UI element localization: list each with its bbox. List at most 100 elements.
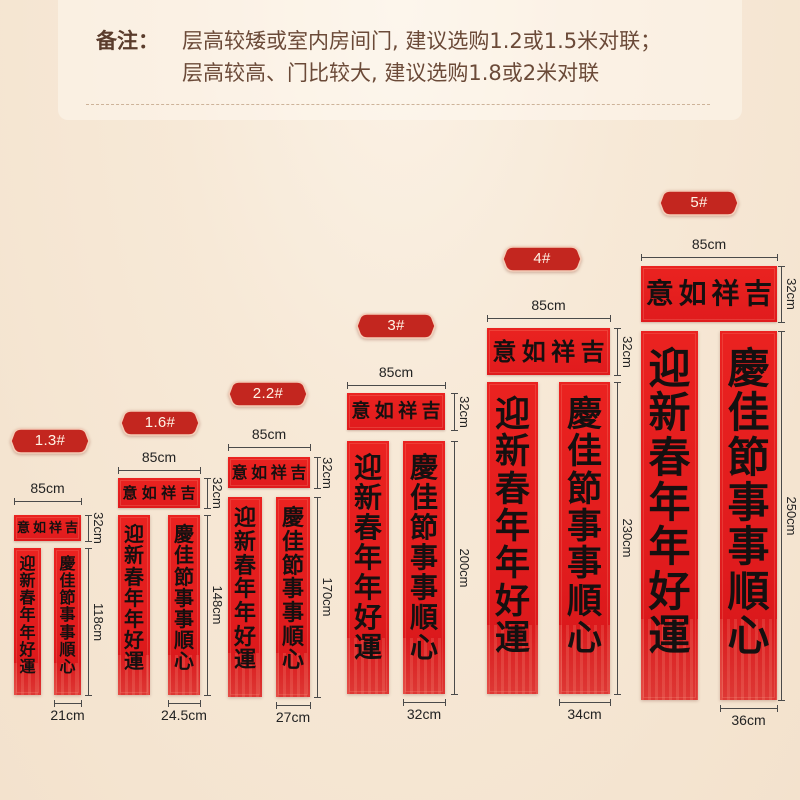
calligraphy-character: 祥 [551, 336, 576, 366]
left-scroll: 迎新春年年好運 [228, 497, 262, 697]
calligraphy-character: 佳 [409, 480, 438, 514]
calligraphy-character: 年 [233, 600, 256, 627]
calligraphy-character: 運 [19, 656, 36, 676]
calligraphy-character: 順 [727, 566, 770, 616]
size-badge-label: 3# [387, 317, 405, 334]
calligraphy-character: 春 [353, 510, 382, 544]
calligraphy-character: 春 [648, 433, 691, 483]
calligraphy-character: 年 [494, 506, 530, 547]
calligraphy-character: 年 [233, 576, 256, 603]
width-label: 85cm [141, 449, 177, 465]
calligraphy-character: 節 [727, 433, 770, 483]
calligraphy-character: 年 [648, 477, 691, 527]
calligraphy-character: 祥 [711, 277, 740, 310]
calligraphy-character: 好 [494, 580, 530, 622]
calligraphy-character: 新 [494, 431, 530, 473]
calligraphy-character: 運 [494, 617, 530, 659]
calligraphy-character: 事 [174, 585, 194, 610]
scroll-height-label: 118cm [91, 602, 106, 641]
calligraphy-character: 迎 [648, 343, 691, 393]
scroll-width-dimension-line [559, 699, 611, 706]
scroll-height-label: 250cm [784, 495, 799, 536]
calligraphy-character: 好 [648, 566, 691, 616]
badge-shape [228, 381, 308, 407]
calligraphy-character: 順 [566, 580, 602, 622]
note-label: 备注： [96, 29, 159, 53]
banner-height-dimension-line [314, 457, 321, 489]
banner-height-label: 32cm [620, 335, 635, 368]
banner-height-dimension-line [85, 515, 92, 542]
calligraphy-character: 迎 [494, 394, 530, 436]
badge-shape [356, 313, 436, 339]
size-badge-label: 5# [690, 194, 708, 211]
left-scroll: 迎新春年年好運 [347, 441, 389, 694]
left-scroll: 迎新春年年好運 [14, 548, 41, 695]
calligraphy-character: 佳 [281, 528, 304, 555]
size-badge: 4# [502, 245, 582, 273]
size-badge: 3# [356, 312, 436, 340]
horizontal-banner: 意如祥吉 [14, 515, 81, 541]
calligraphy-character: 慶 [727, 343, 770, 393]
calligraphy-character: 祥 [161, 483, 177, 502]
calligraphy-character: 年 [19, 622, 36, 642]
calligraphy-character: 事 [281, 576, 304, 603]
size-badge: 1.3# [10, 427, 90, 455]
calligraphy-character: 春 [233, 552, 256, 579]
calligraphy-character: 吉 [744, 277, 773, 310]
calligraphy-character: 如 [141, 483, 157, 502]
calligraphy-character: 年 [124, 606, 144, 631]
calligraphy-character: 事 [566, 506, 602, 547]
calligraphy-character: 如 [374, 400, 394, 422]
scroll-height-dimension-line [85, 548, 92, 696]
scroll-width-dimension-line [276, 702, 311, 709]
calligraphy-character: 事 [59, 605, 76, 625]
calligraphy-character: 事 [174, 606, 194, 631]
calligraphy-character: 心 [409, 631, 438, 665]
width-dimension-line [228, 444, 311, 451]
calligraphy-character: 祥 [398, 400, 418, 422]
calligraphy-character: 如 [251, 462, 268, 482]
calligraphy-character: 佳 [59, 571, 76, 591]
left-scroll: 迎新春年年好運 [118, 515, 150, 695]
calligraphy-character: 心 [59, 656, 76, 676]
width-dimension-line [487, 315, 611, 322]
calligraphy-character: 新 [353, 480, 382, 514]
banner-height-dimension-line [778, 266, 785, 323]
calligraphy-character: 意 [351, 400, 371, 422]
banner-height-label: 32cm [457, 395, 472, 428]
calligraphy-character: 節 [59, 588, 76, 608]
calligraphy-character: 年 [19, 605, 36, 625]
banner-height-label: 32cm [784, 278, 799, 310]
calligraphy-character: 年 [353, 571, 382, 605]
horizontal-banner: 意如祥吉 [228, 457, 310, 488]
scroll-height-label: 200cm [457, 547, 472, 588]
calligraphy-character: 如 [521, 336, 546, 366]
calligraphy-character: 事 [566, 543, 602, 585]
calligraphy-character: 意 [122, 483, 138, 502]
banner-height-dimension-line [614, 328, 621, 376]
calligraphy-character: 新 [124, 543, 144, 568]
badge-shape [659, 190, 739, 216]
calligraphy-character: 慶 [409, 450, 438, 484]
width-label: 85cm [378, 364, 414, 380]
calligraphy-character: 運 [233, 647, 256, 674]
width-label: 85cm [691, 236, 727, 252]
width-label: 85cm [531, 297, 566, 313]
scroll-height-label: 170cm [320, 577, 335, 617]
width-dimension-line [347, 382, 446, 389]
calligraphy-character: 順 [281, 623, 304, 650]
scroll-width-dimension-line [403, 699, 446, 706]
calligraphy-character: 如 [678, 277, 707, 310]
width-label: 85cm [30, 480, 65, 496]
calligraphy-character: 事 [727, 477, 770, 527]
calligraphy-character: 心 [174, 649, 194, 674]
calligraphy-character: 祥 [270, 462, 287, 482]
calligraphy-character: 節 [174, 564, 194, 589]
horizontal-banner: 意如祥吉 [641, 266, 777, 322]
calligraphy-character: 運 [353, 631, 382, 665]
calligraphy-character: 春 [19, 588, 36, 608]
right-scroll: 慶佳節事事順心 [403, 441, 445, 694]
calligraphy-character: 如 [32, 520, 46, 536]
scroll-width-dimension-line [720, 705, 778, 712]
width-dimension-line [641, 254, 778, 261]
